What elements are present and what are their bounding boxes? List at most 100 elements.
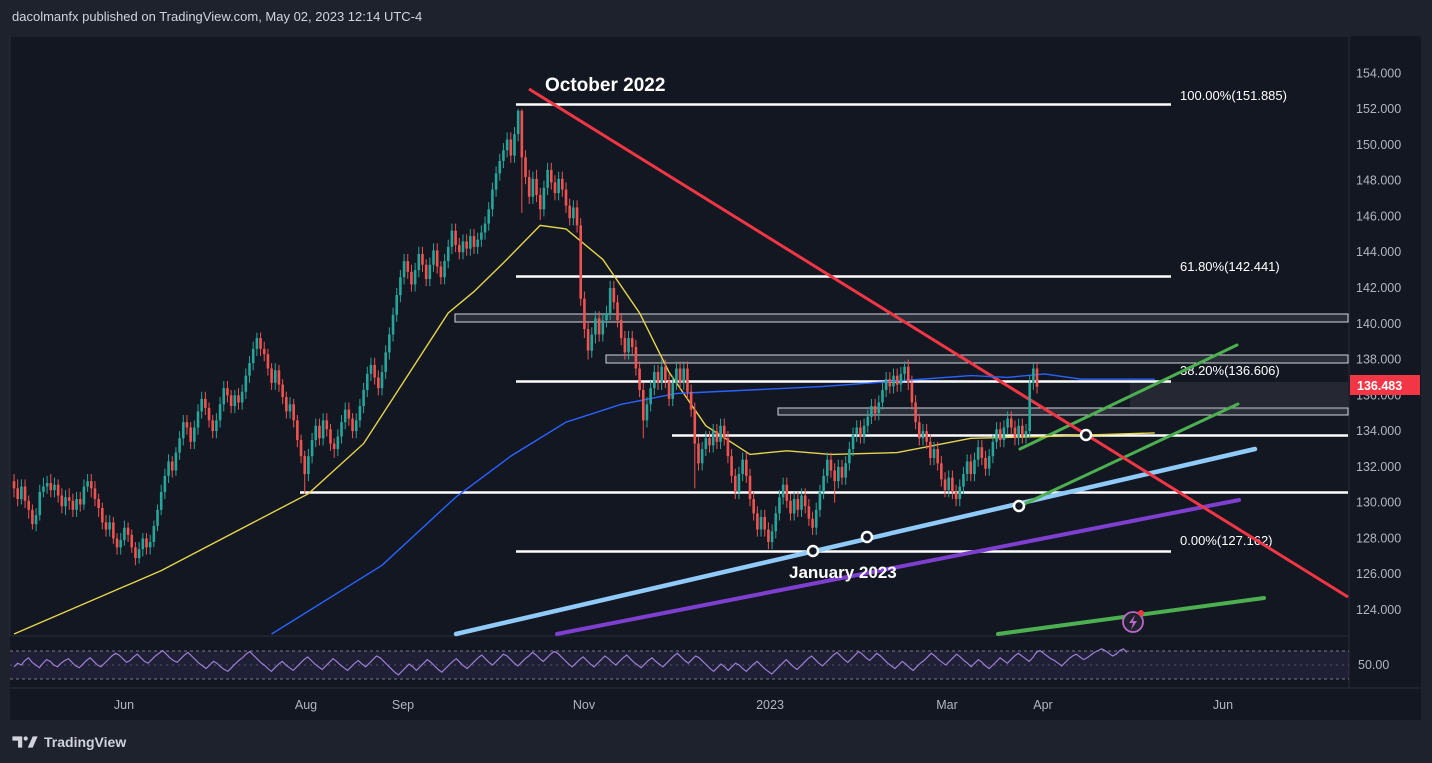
candle-body[interactable] — [67, 497, 71, 501]
candle-body[interactable] — [380, 372, 384, 389]
candle-body[interactable] — [196, 411, 200, 428]
candle-body[interactable] — [134, 547, 137, 559]
candle-body[interactable] — [671, 382, 675, 399]
candle-body[interactable] — [450, 230, 454, 247]
candle-body[interactable] — [31, 509, 34, 525]
candle-body[interactable] — [288, 404, 292, 412]
candle-body[interactable] — [962, 474, 965, 487]
candle-body[interactable] — [781, 484, 785, 498]
candle-body[interactable] — [498, 160, 502, 174]
candle-body[interactable] — [870, 406, 873, 417]
candle-body[interactable] — [726, 438, 730, 457]
candle-body[interactable] — [443, 261, 446, 278]
candle-body[interactable] — [115, 538, 119, 548]
candle-body[interactable] — [796, 499, 800, 510]
candle-body[interactable] — [362, 389, 365, 407]
candle-body[interactable] — [86, 481, 89, 487]
candle-body[interactable] — [693, 409, 697, 444]
candle-body[interactable] — [60, 495, 64, 507]
candle-body[interactable] — [1017, 425, 1020, 439]
candle-body[interactable] — [207, 407, 211, 421]
candle-body[interactable] — [167, 461, 170, 476]
candle-body[interactable] — [340, 422, 343, 437]
candle-body[interactable] — [222, 388, 226, 405]
zone-140[interactable] — [454, 313, 1349, 323]
candle-body[interactable] — [469, 236, 472, 249]
candle-body[interactable] — [413, 270, 417, 285]
candle-body[interactable] — [336, 436, 340, 449]
candle-body[interactable] — [667, 381, 671, 399]
candle-body[interactable] — [439, 266, 443, 278]
candle-body[interactable] — [89, 481, 93, 489]
candle-body[interactable] — [1002, 427, 1006, 441]
candle-body[interactable] — [421, 253, 424, 265]
candle-body[interactable] — [951, 477, 954, 492]
candle-body[interactable] — [711, 431, 715, 446]
candlesticks[interactable] — [12, 109, 1039, 566]
candle-body[interactable] — [623, 338, 627, 353]
candle-body[interactable] — [549, 169, 553, 183]
candle-body[interactable] — [811, 518, 814, 528]
candle-body[interactable] — [446, 246, 450, 262]
candle-body[interactable] — [27, 500, 31, 510]
chart-svg[interactable]: 154.000 152.000 150.000 148.000 146.000 144.0… — [0, 35, 1432, 720]
candle-body[interactable] — [697, 443, 700, 464]
candle-body[interactable] — [770, 531, 774, 543]
candle-body[interactable] — [148, 542, 152, 548]
candle-body[interactable] — [204, 398, 207, 408]
candle-body[interactable] — [678, 368, 682, 383]
candle-body[interactable] — [535, 178, 538, 195]
candle-body[interactable] — [859, 427, 862, 437]
candle-body[interactable] — [248, 363, 251, 376]
candle-body[interactable] — [145, 538, 148, 548]
candle-body[interactable] — [803, 495, 807, 507]
candle-body[interactable] — [141, 538, 145, 550]
candle-body[interactable] — [104, 522, 108, 530]
candle-body[interactable] — [1024, 431, 1028, 437]
descending-red-trendline[interactable] — [528, 87, 1349, 599]
candle-body[interactable] — [649, 388, 652, 405]
candle-body[interactable] — [130, 534, 134, 548]
candle-body[interactable] — [759, 516, 763, 530]
candle-body[interactable] — [314, 425, 318, 441]
candle-body[interactable] — [877, 402, 881, 414]
candle-body[interactable] — [653, 372, 656, 389]
trendlines[interactable] — [453, 87, 1349, 637]
candle-body[interactable] — [226, 388, 229, 396]
candle-body[interactable] — [998, 429, 1002, 441]
candle-body[interactable] — [310, 440, 314, 457]
candle-body[interactable] — [910, 382, 914, 403]
candle-body[interactable] — [733, 475, 737, 492]
candle-body[interactable] — [1035, 368, 1039, 387]
candle-body[interactable] — [218, 404, 222, 421]
candle-body[interactable] — [822, 475, 825, 492]
candle-body[interactable] — [516, 110, 520, 135]
candle-body[interactable] — [748, 475, 752, 500]
candle-body[interactable] — [244, 375, 248, 392]
candle-body[interactable] — [579, 225, 583, 299]
candle-body[interactable] — [299, 440, 303, 457]
candle-body[interactable] — [126, 527, 130, 535]
candle-body[interactable] — [619, 320, 623, 339]
candle-body[interactable] — [237, 395, 240, 403]
candle-body[interactable] — [307, 456, 310, 475]
candle-body[interactable] — [899, 373, 903, 385]
candle-body[interactable] — [23, 486, 27, 501]
candle-body[interactable] — [851, 434, 855, 449]
candle-body[interactable] — [343, 409, 347, 423]
resistance-zones[interactable] — [454, 313, 1349, 416]
candle-body[interactable] — [906, 366, 910, 383]
candle-body[interactable] — [903, 366, 906, 374]
candle-body[interactable] — [800, 495, 803, 510]
candle-body[interactable] — [597, 318, 601, 335]
candle-body[interactable] — [814, 509, 818, 528]
candle-body[interactable] — [20, 486, 23, 500]
candle-body[interactable] — [689, 391, 693, 410]
candle-body[interactable] — [715, 431, 719, 442]
candle-body[interactable] — [170, 461, 174, 471]
candle-body[interactable] — [756, 513, 759, 530]
candle-body[interactable] — [93, 488, 97, 500]
candle-body[interactable] — [417, 253, 421, 271]
candle-body[interactable] — [296, 420, 299, 441]
candle-body[interactable] — [840, 466, 844, 478]
